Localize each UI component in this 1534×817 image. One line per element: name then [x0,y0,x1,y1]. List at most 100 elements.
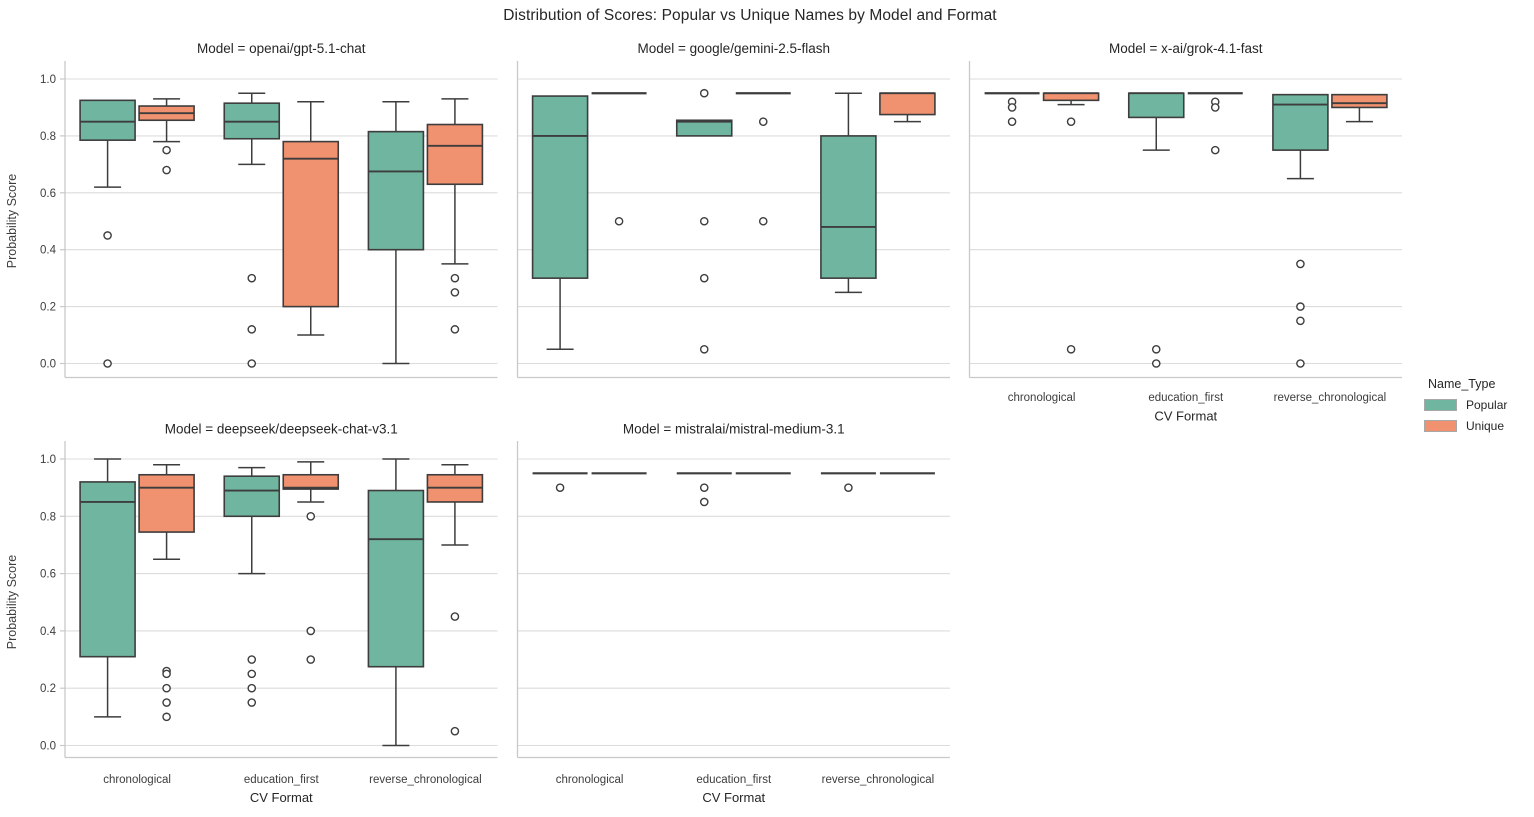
x-tick-label: reverse_chronological [369,774,482,786]
y-tick-label: 0.0 [40,741,56,753]
outlier-point-Unique-education_first [758,117,768,126]
y-tick-label: 0.8 [40,131,56,143]
box-Popular-reverse_chronological [367,489,425,668]
x-axis-title: CV Format [702,790,765,805]
outlier-point-Popular-education_first [247,669,257,679]
outlier-point-Popular-reverse_chronological [1296,259,1305,269]
outlier-point-Unique-education_first [1210,103,1220,112]
legend-item-unique: Unique [1424,419,1534,433]
x-tick-label: chronological [556,774,624,786]
box-Popular-chronological [531,95,589,279]
outlier-point-Unique-education_first [1210,145,1220,155]
outlier-point-Unique-reverse_chronological [450,325,460,334]
y-tick-label: 0.4 [40,626,57,638]
y-tick-label: 0.0 [40,359,56,371]
outlier-point-Popular-chronological [1007,103,1017,112]
outlier-point-Popular-education_first [247,359,257,368]
x-tick-label: reverse_chronological [1274,392,1387,404]
outlier-point-Popular-education_first [247,698,257,707]
outlier-point-Popular-chronological [103,359,112,368]
outlier-point-Popular-education_first [699,88,709,98]
x-axis-title: CV Format [250,790,313,805]
outlier-point-Popular-reverse_chronological [1296,302,1305,311]
x-tick-label: reverse_chronological [822,774,935,786]
outlier-point-Unique-reverse_chronological [450,612,460,621]
legend-items: Popular Unique [1424,398,1534,433]
facet-title: Model = deepseek/deepseek-chat-v3.1 [165,422,398,437]
facet-title: Model = google/gemini-2.5-flash [638,41,831,56]
outlier-point-Popular-education_first [699,216,709,226]
legend-swatch-popular [1424,399,1457,411]
outlier-point-Unique-reverse_chronological [450,726,460,736]
outlier-point-Unique-chronological [1066,117,1076,126]
y-axis-title: Probability Score [5,555,19,650]
outlier-point-Popular-education_first [699,497,709,507]
box-Unique-reverse_chronological [1331,93,1388,109]
outlier-point-Popular-education_first [247,325,257,334]
legend-title: Name_Type [1428,377,1496,391]
outlier-point-Popular-chronological [103,231,112,240]
legend: Name_Type Popular Unique [1424,377,1534,433]
legend-label: Unique [1466,419,1505,433]
y-tick-label: 1.0 [40,74,56,86]
box-Popular-chronological [79,481,136,658]
y-axis-title: Probability Score [5,174,19,269]
box-Popular-education_first [1127,92,1185,119]
outlier-point-Popular-education_first [1151,344,1161,354]
outlier-point-Popular-education_first [247,655,257,664]
box-Popular-reverse_chronological [367,130,425,251]
box-Popular-chronological [79,99,136,141]
outlier-point-Popular-reverse_chronological [1296,316,1305,326]
outlier-point-Popular-reverse_chronological [1296,359,1305,368]
outlier-point-Unique-education_first [306,512,316,521]
outlier-point-Popular-education_first [1151,359,1161,368]
outlier-point-Unique-reverse_chronological [450,273,460,283]
box-Unique-reverse_chronological [426,123,484,186]
x-tick-label: education_first [696,774,772,786]
x-tick-label: chronological [103,774,171,786]
box-Popular-reverse_chronological [820,135,877,279]
outlier-point-Unique-chronological [1066,344,1076,354]
outlier-point-Unique-education_first [306,655,316,664]
facet-title: Model = x-ai/grok-4.1-fast [1109,41,1263,56]
y-tick-label: 0.6 [40,569,56,581]
outlier-point-Popular-education_first [247,273,257,283]
x-tick-label: chronological [1008,392,1076,404]
y-tick-label: 0.8 [40,511,56,523]
figure-title: Distribution of Scores: Popular vs Uniqu… [503,7,997,24]
outlier-point-Popular-education_first [247,683,257,693]
box-Popular-education_first [675,119,733,137]
outlier-point-Popular-education_first [699,273,709,283]
box-Unique-chronological [1042,92,1100,102]
box-Popular-education_first [223,475,281,518]
outlier-point-Unique-chronological [162,165,171,175]
x-tick-label: education_first [1148,392,1224,404]
facet-title: Model = openai/gpt-5.1-chat [197,41,366,56]
legend-label: Popular [1466,398,1508,412]
outlier-point-Unique-chronological [162,683,171,693]
box-Unique-chronological [138,473,195,533]
x-tick-label: education_first [244,774,320,786]
x-axis-title: CV Format [1154,409,1217,424]
outlier-point-Unique-chronological [162,712,171,722]
box-Popular-reverse_chronological [1272,93,1329,151]
legend-swatch-unique [1424,420,1457,432]
y-tick-label: 0.4 [40,245,57,257]
y-tick-label: 0.2 [40,302,56,314]
outlier-point-Unique-chronological [162,669,171,679]
outlier-point-Unique-education_first [758,216,768,226]
box-Unique-education_first [282,140,340,308]
box-Unique-education_first [282,473,340,490]
outlier-point-Unique-chronological [614,216,624,226]
outlier-point-Unique-chronological [162,145,171,155]
y-tick-label: 1.0 [40,454,56,466]
y-tick-label: 0.6 [40,188,56,200]
y-tick-label: 0.2 [40,683,56,695]
legend-item-popular: Popular [1424,398,1534,412]
outlier-point-Unique-reverse_chronological [450,288,460,297]
box-Unique-reverse_chronological [879,92,936,116]
outlier-point-Popular-education_first [699,344,709,354]
outlier-point-Unique-chronological [162,698,171,707]
